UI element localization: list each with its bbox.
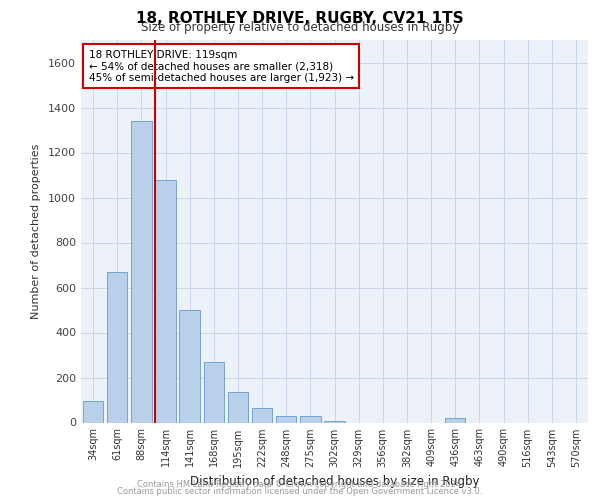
Bar bbox=[131, 121, 152, 422]
Bar bbox=[276, 416, 296, 422]
Bar bbox=[203, 362, 224, 422]
Bar bbox=[107, 272, 127, 422]
Bar bbox=[83, 401, 103, 422]
Bar bbox=[155, 180, 176, 422]
X-axis label: Distribution of detached houses by size in Rugby: Distribution of detached houses by size … bbox=[190, 475, 479, 488]
Bar bbox=[227, 392, 248, 422]
Text: 18, ROTHLEY DRIVE, RUGBY, CV21 1TS: 18, ROTHLEY DRIVE, RUGBY, CV21 1TS bbox=[136, 11, 464, 26]
Bar bbox=[445, 418, 466, 422]
Bar bbox=[300, 416, 320, 422]
Text: 18 ROTHLEY DRIVE: 119sqm
← 54% of detached houses are smaller (2,318)
45% of sem: 18 ROTHLEY DRIVE: 119sqm ← 54% of detach… bbox=[89, 50, 354, 83]
Text: Contains public sector information licensed under the Open Government Licence v3: Contains public sector information licen… bbox=[118, 487, 482, 496]
Y-axis label: Number of detached properties: Number of detached properties bbox=[31, 144, 41, 319]
Text: Contains HM Land Registry data © Crown copyright and database right 2024.: Contains HM Land Registry data © Crown c… bbox=[137, 480, 463, 489]
Bar bbox=[179, 310, 200, 422]
Bar bbox=[252, 408, 272, 422]
Text: Size of property relative to detached houses in Rugby: Size of property relative to detached ho… bbox=[141, 22, 459, 35]
